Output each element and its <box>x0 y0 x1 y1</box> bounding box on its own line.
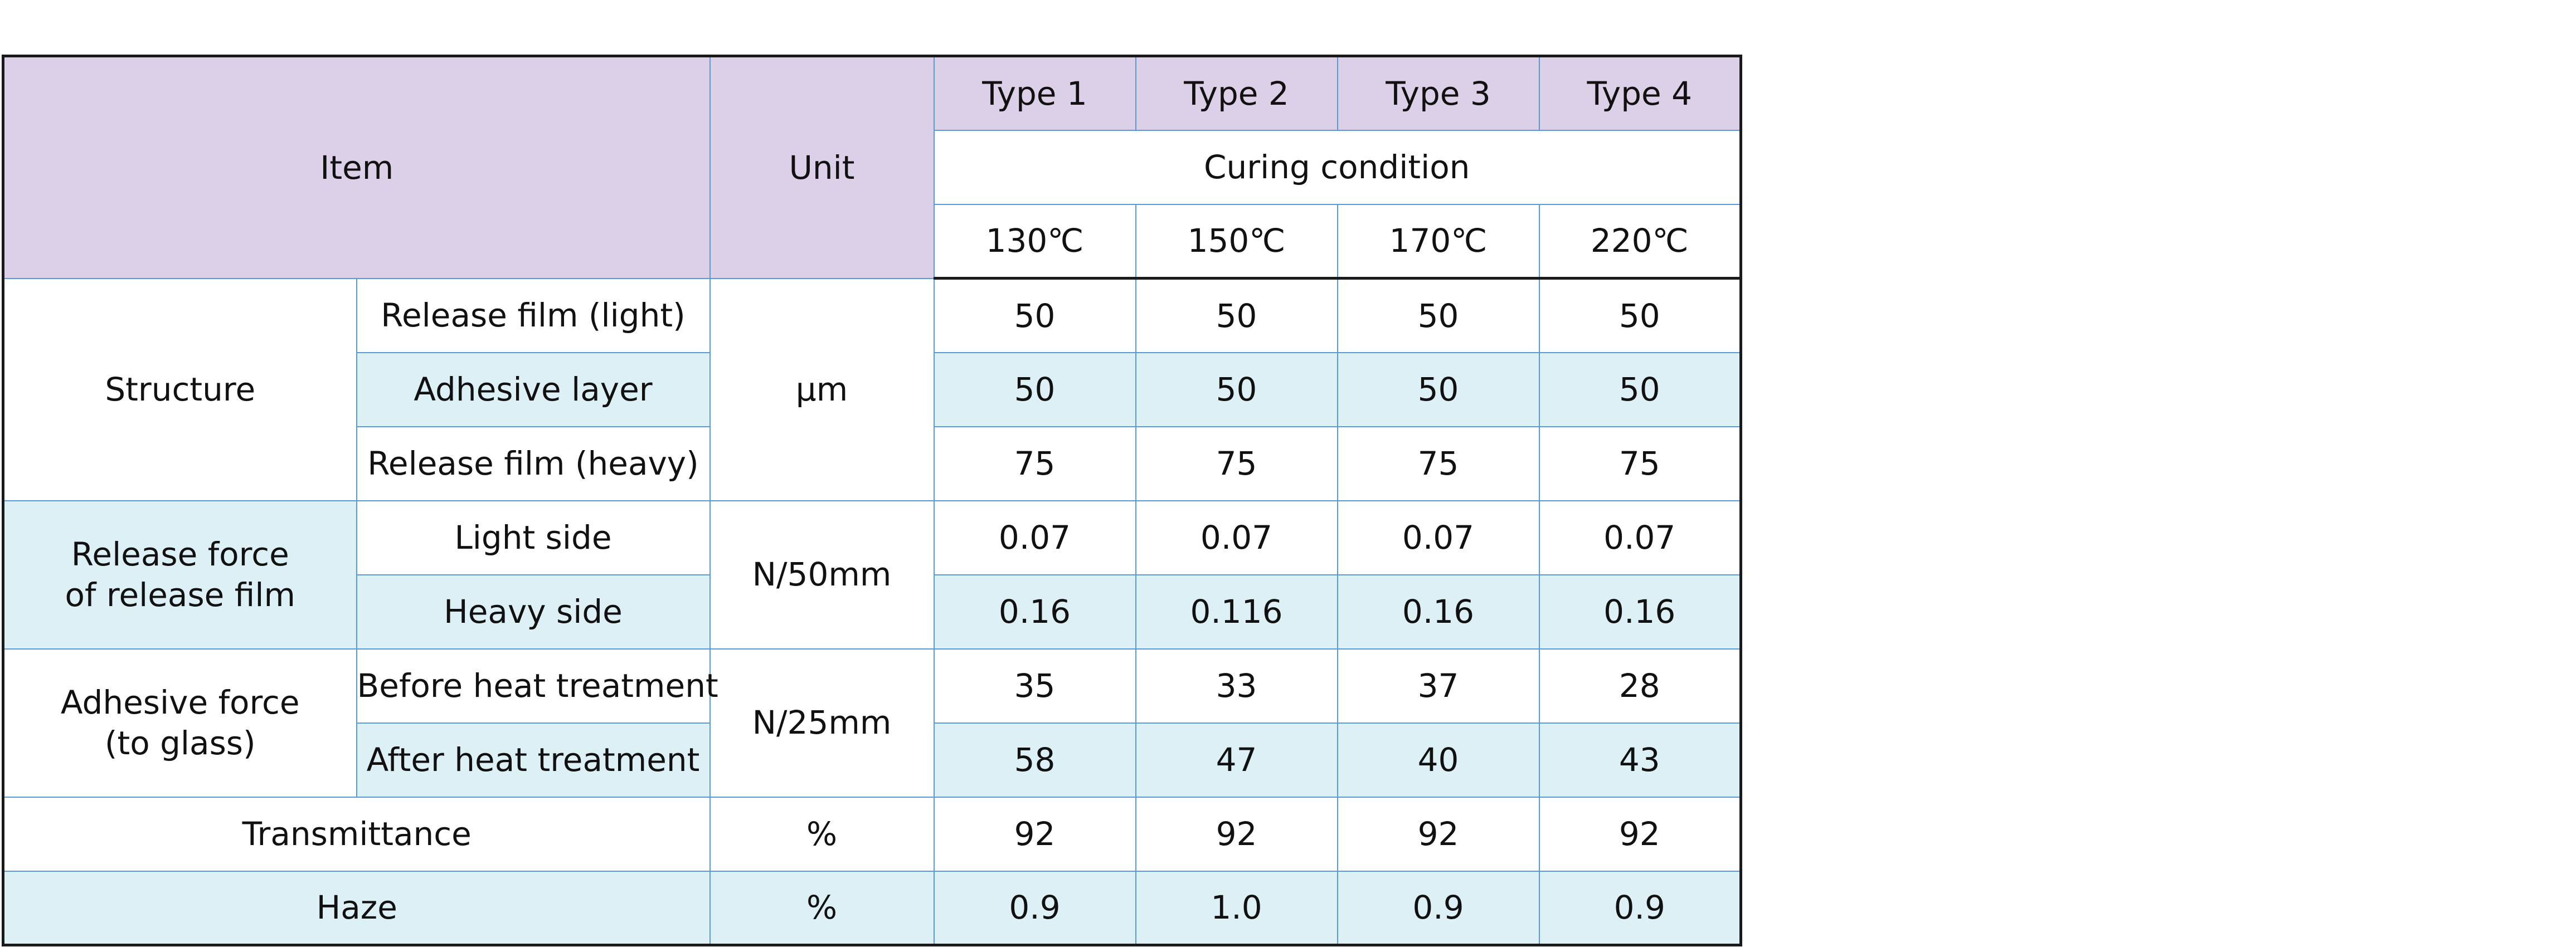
table-row: After heat treatment 58 47 40 43 <box>3 722 1742 798</box>
header-temp-2: 150℃ <box>1135 203 1338 280</box>
table-row: Release force of release film Light side… <box>2 500 1742 650</box>
haze-label: Haze <box>2 870 711 946</box>
adhesive-force-sub-label: Before heat treatment <box>356 648 718 724</box>
table-cell: 75 <box>933 426 1136 501</box>
adhesive-force-label-line1: Adhesive force <box>60 684 300 721</box>
table-cell: 1.0 <box>1135 870 1338 946</box>
table-cell: 50 <box>1538 277 1742 353</box>
table-cell: 0.9 <box>933 870 1136 946</box>
table-row: Adhesive force (to glass) Before heat tr… <box>2 648 1742 798</box>
header-type-2: Type 2 <box>1135 55 1338 131</box>
table-cell: 50 <box>933 352 1136 427</box>
table-cell: 0.16 <box>933 574 1136 650</box>
adhesive-force-sub-label: After heat treatment <box>356 722 711 798</box>
header-type-3: Type 3 <box>1336 55 1540 131</box>
release-force-unit: N/50mm <box>709 500 935 650</box>
table-row: Transmittance % 92 92 92 92 <box>2 796 1742 872</box>
header-item: Item <box>2 55 711 279</box>
haze-unit: % <box>709 870 935 946</box>
table-cell: 92 <box>1336 796 1540 872</box>
adhesive-force-unit: N/25mm <box>709 648 935 798</box>
structure-label: Structure <box>2 277 357 501</box>
header-type-4: Type 4 <box>1538 55 1742 131</box>
table-row: Adhesive layer 50 50 50 50 <box>3 352 1742 427</box>
table-cell: 50 <box>1135 352 1338 427</box>
table-cell: 92 <box>1538 796 1742 872</box>
table-cell: 40 <box>1336 722 1540 798</box>
table-cell: 0.9 <box>1336 870 1540 946</box>
table-cell: 35 <box>933 648 1136 724</box>
release-force-sub-label: Light side <box>356 500 711 575</box>
table-cell: 47 <box>1135 722 1338 798</box>
table-cell: 75 <box>1538 426 1742 501</box>
header-temp-4: 220℃ <box>1538 203 1742 280</box>
header-row-temperature: 130℃ 150℃ 170℃ 220℃ <box>3 203 1742 280</box>
spec-table-wrapper: Item Unit Type 1 Type 2 Type 3 Type 4 Cu… <box>2 55 1742 946</box>
transmittance-label: Transmittance <box>2 796 711 872</box>
release-force-sub-label: Heavy side <box>356 574 711 650</box>
table-row: Structure Release film (light) μm 50 50 … <box>2 277 1742 501</box>
table-cell: 0.07 <box>1135 500 1338 575</box>
table-cell: 50 <box>1538 352 1742 427</box>
header-row-curing: Curing condition <box>3 129 1742 205</box>
adhesive-force-label: Adhesive force (to glass) <box>2 648 357 798</box>
adhesive-force-label-line2: (to glass) <box>104 724 256 762</box>
table-cell: 0.16 <box>1336 574 1540 650</box>
table-cell: 0.9 <box>1538 870 1742 946</box>
header-type-1: Type 1 <box>933 55 1136 131</box>
table-cell: 0.16 <box>1538 574 1742 650</box>
table-cell: 50 <box>1135 277 1338 353</box>
table-cell: 50 <box>933 277 1136 353</box>
table-cell: 43 <box>1538 722 1742 798</box>
structure-unit: μm <box>709 277 935 501</box>
header-unit: Unit <box>709 55 935 279</box>
table-row: Heavy side 0.16 0.116 0.16 0.16 <box>3 574 1742 650</box>
header-temp-1: 130℃ <box>933 203 1136 280</box>
table-cell: 75 <box>1135 426 1338 501</box>
release-force-label-line1: Release force <box>71 535 289 573</box>
table-cell: 33 <box>1135 648 1338 724</box>
header-curing-condition: Curing condition <box>933 129 1742 205</box>
table-cell: 28 <box>1538 648 1742 724</box>
table-cell: 0.116 <box>1135 574 1338 650</box>
structure-sub-label: Adhesive layer <box>356 352 711 427</box>
table-cell: 0.07 <box>1336 500 1540 575</box>
structure-sub-label: Release film (light) <box>356 277 711 353</box>
structure-sub-label: Release film (heavy) <box>356 426 711 501</box>
table-cell: 50 <box>1336 352 1540 427</box>
spec-table: Item Unit Type 1 Type 2 Type 3 Type 4 Cu… <box>2 55 1742 946</box>
transmittance-unit: % <box>709 796 935 872</box>
release-force-label-line2: of release film <box>65 575 295 614</box>
release-force-label: Release force of release film <box>2 500 357 650</box>
table-cell: 50 <box>1336 277 1540 353</box>
table-cell: 0.07 <box>1538 500 1742 575</box>
header-temp-3: 170℃ <box>1336 203 1540 280</box>
table-cell: 92 <box>1135 796 1338 872</box>
header-row-types: Item Unit Type 1 Type 2 Type 3 Type 4 <box>2 55 1742 279</box>
table-cell: 92 <box>933 796 1136 872</box>
table-cell: 0.07 <box>933 500 1136 575</box>
table-cell: 75 <box>1336 426 1540 501</box>
table-row: Haze % 0.9 1.0 0.9 0.9 <box>2 870 1742 946</box>
table-row: Release film (heavy) 75 75 75 75 <box>3 426 1742 501</box>
table-cell: 58 <box>933 722 1136 798</box>
table-cell: 37 <box>1336 648 1540 724</box>
